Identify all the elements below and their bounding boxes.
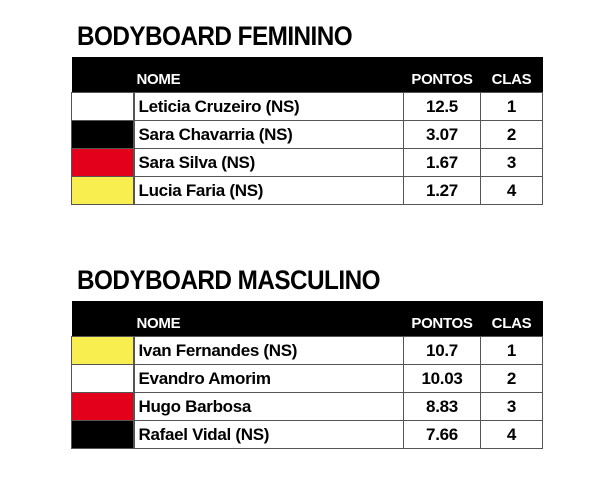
color-header bbox=[71, 301, 134, 337]
section-title: BODYBOARD FEMININO bbox=[77, 21, 353, 51]
athlete-name: Leticia Cruzeiro (NS) bbox=[133, 92, 404, 121]
athlete-name: Ivan Fernandes (NS) bbox=[133, 336, 404, 365]
points-value: 3.07 bbox=[403, 120, 481, 149]
points-value: 12.5 bbox=[403, 92, 481, 121]
color-swatch bbox=[71, 392, 135, 421]
athlete-name: Sara Silva (NS) bbox=[133, 148, 404, 177]
rank-value: 3 bbox=[480, 148, 543, 177]
points-value: 10.03 bbox=[403, 364, 481, 393]
table-row: Sara Chavarria (NS) 3.07 2 bbox=[71, 120, 543, 149]
points-value: 7.66 bbox=[403, 420, 481, 449]
header-row: NOME PONTOS CLAS bbox=[71, 57, 543, 93]
name-header: NOME bbox=[133, 57, 404, 93]
results-section: BODYBOARD MASCULINO NOME PONTOS CLAS Iva… bbox=[71, 265, 543, 449]
results-table: NOME PONTOS CLAS Ivan Fernandes (NS) 10.… bbox=[71, 301, 543, 449]
points-value: 8.83 bbox=[403, 392, 481, 421]
points-value: 1.27 bbox=[403, 176, 481, 205]
table-row: Hugo Barbosa 8.83 3 bbox=[71, 392, 543, 421]
header-row: NOME PONTOS CLAS bbox=[71, 301, 543, 337]
color-swatch bbox=[71, 336, 135, 365]
color-swatch bbox=[71, 92, 135, 121]
color-swatch bbox=[71, 176, 135, 205]
table-row: Rafael Vidal (NS) 7.66 4 bbox=[71, 420, 543, 449]
rank-value: 3 bbox=[480, 392, 543, 421]
color-swatch bbox=[71, 120, 135, 149]
athlete-name: Sara Chavarria (NS) bbox=[133, 120, 404, 149]
athlete-name: Rafael Vidal (NS) bbox=[133, 420, 404, 449]
rank-value: 2 bbox=[480, 120, 543, 149]
results-section: BODYBOARD FEMININO NOME PONTOS CLAS Leti… bbox=[71, 21, 543, 205]
table-row: Sara Silva (NS) 1.67 3 bbox=[71, 148, 543, 177]
rank-value: 4 bbox=[480, 420, 543, 449]
color-swatch bbox=[71, 364, 135, 393]
section-title: BODYBOARD MASCULINO bbox=[77, 265, 380, 295]
rank-header: CLAS bbox=[480, 301, 543, 337]
table-row: Lucia Faria (NS) 1.27 4 bbox=[71, 176, 543, 205]
table-row: Leticia Cruzeiro (NS) 12.5 1 bbox=[71, 92, 543, 121]
rank-value: 4 bbox=[480, 176, 543, 205]
name-header: NOME bbox=[133, 301, 404, 337]
points-header: PONTOS bbox=[403, 57, 481, 93]
table-row: Evandro Amorim 10.03 2 bbox=[71, 364, 543, 393]
rank-header: CLAS bbox=[480, 57, 543, 93]
rank-value: 2 bbox=[480, 364, 543, 393]
athlete-name: Evandro Amorim bbox=[133, 364, 404, 393]
points-value: 1.67 bbox=[403, 148, 481, 177]
points-value: 10.7 bbox=[403, 336, 481, 365]
athlete-name: Hugo Barbosa bbox=[133, 392, 404, 421]
points-header: PONTOS bbox=[403, 301, 481, 337]
results-table: NOME PONTOS CLAS Leticia Cruzeiro (NS) 1… bbox=[71, 57, 543, 205]
table-row: Ivan Fernandes (NS) 10.7 1 bbox=[71, 336, 543, 365]
color-swatch bbox=[71, 420, 135, 449]
rank-value: 1 bbox=[480, 92, 543, 121]
color-header bbox=[71, 57, 134, 93]
athlete-name: Lucia Faria (NS) bbox=[133, 176, 404, 205]
rank-value: 1 bbox=[480, 336, 543, 365]
color-swatch bbox=[71, 148, 135, 177]
